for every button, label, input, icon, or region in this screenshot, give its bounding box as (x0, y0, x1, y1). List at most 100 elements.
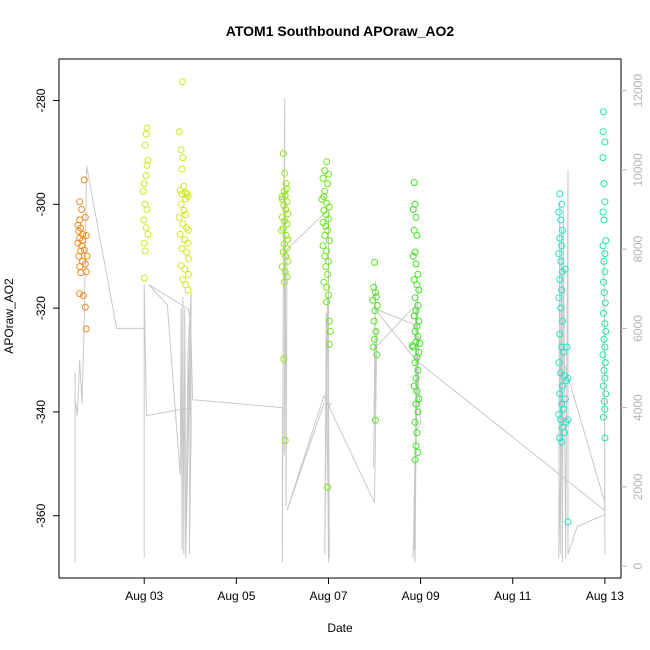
y2-tick-label: 6000 (631, 315, 645, 342)
x-axis-title: Date (327, 621, 353, 635)
data-point-series-1 (143, 124, 151, 132)
data-point-series-6 (561, 265, 569, 273)
data-point-series-7 (600, 309, 607, 317)
data-point-series-7 (600, 382, 607, 390)
data-point-series-1 (180, 182, 188, 190)
data-point-series-7 (601, 250, 609, 258)
data-point-series-3 (321, 252, 329, 260)
y2-tick-label: 12000 (631, 74, 645, 108)
data-point-series-3 (326, 328, 334, 335)
data-point-series-6 (563, 343, 571, 351)
data-point-series-4 (372, 328, 380, 335)
data-point-series-7 (601, 320, 609, 328)
x-tick-label: Aug 13 (586, 589, 624, 603)
data-point-series-6 (558, 438, 566, 446)
data-point-series-5 (411, 456, 419, 464)
data-point-series-5 (413, 429, 421, 437)
data-point-series-2 (280, 201, 288, 209)
data-point-series-3 (322, 222, 330, 230)
data-point-series-2 (281, 437, 289, 444)
data-point-series-7 (601, 268, 609, 276)
data-point-series-4 (372, 289, 379, 296)
data-point-series-7 (601, 434, 609, 442)
data-point-series-5 (408, 342, 416, 349)
data-point-series-5 (413, 387, 421, 395)
data-point-series-5 (411, 328, 419, 335)
data-point-series-1 (179, 154, 187, 162)
data-point-series-1 (179, 78, 186, 86)
data-point-series-0 (80, 176, 88, 184)
y-tick-label: -320 (34, 296, 48, 320)
data-point-series-2 (278, 193, 286, 200)
data-point-series-6 (557, 216, 565, 224)
data-point-series-0 (82, 268, 90, 276)
data-point-series-0 (77, 269, 85, 277)
data-point-series-7 (602, 328, 610, 335)
data-point-series-6 (564, 518, 572, 526)
data-point-series-3 (323, 298, 331, 306)
data-point-series-2 (279, 248, 287, 256)
data-point-series-7 (602, 237, 610, 245)
data-point-series-3 (325, 291, 332, 299)
data-point-series-3 (325, 340, 333, 348)
data-point-series-3 (324, 180, 332, 188)
data-point-series-1 (175, 213, 183, 221)
data-point-series-7 (599, 154, 607, 162)
x-tick-label: Aug 09 (402, 589, 440, 603)
y2-tick-label: 2000 (631, 473, 645, 500)
data-point-series-6 (560, 429, 568, 437)
data-point-series-5 (412, 260, 420, 268)
scatter-points-layer (74, 78, 610, 526)
data-point-series-2 (283, 185, 291, 193)
data-point-series-6 (564, 416, 572, 424)
data-point-series-0 (81, 260, 89, 268)
data-point-series-1 (181, 236, 189, 244)
data-point-series-4 (372, 416, 379, 424)
data-point-series-6 (556, 390, 564, 398)
data-point-series-6 (558, 242, 566, 250)
data-point-series-3 (325, 257, 332, 265)
data-point-series-6 (556, 190, 564, 198)
data-point-series-5 (413, 232, 421, 239)
data-point-series-0 (74, 221, 82, 229)
data-point-series-4 (371, 258, 378, 266)
axes-layer: Aug 03 Aug 05 Aug 07 Aug 09 Aug 11 Aug 13 -280… (34, 58, 645, 603)
data-point-series-0 (75, 252, 83, 260)
data-point-series-3 (325, 170, 332, 178)
data-point-series-1 (140, 216, 148, 224)
data-point-series-7 (601, 343, 609, 351)
data-point-series-1 (184, 255, 192, 263)
data-point-series-1 (177, 262, 185, 270)
data-point-series-5 (414, 408, 422, 416)
data-point-series-6 (557, 416, 565, 424)
data-point-series-7 (600, 180, 608, 188)
data-point-series-6 (558, 286, 566, 294)
y-tick-label: -360 (34, 503, 48, 527)
data-point-series-4 (372, 293, 380, 301)
data-point-series-1 (142, 130, 150, 138)
data-point-series-1 (144, 156, 152, 164)
data-point-series-1 (180, 207, 188, 214)
data-point-series-5 (412, 374, 420, 382)
data-point-series-7 (600, 398, 608, 405)
data-point-series-4 (371, 335, 378, 343)
data-point-series-2 (284, 257, 292, 265)
data-point-series-0 (76, 290, 84, 298)
data-point-series-1 (175, 128, 183, 136)
data-point-series-6 (564, 374, 572, 382)
data-point-series-1 (177, 200, 185, 208)
data-point-series-5 (409, 206, 417, 213)
data-point-series-1 (184, 226, 192, 234)
data-point-series-5 (415, 286, 423, 294)
data-point-series-6 (558, 200, 566, 208)
data-point-series-5 (412, 442, 420, 450)
data-point-series-3 (322, 263, 330, 271)
data-point-series-5 (411, 359, 419, 367)
data-point-series-3 (321, 187, 329, 195)
y-tick-label: -280 (34, 88, 48, 112)
data-point-series-2 (283, 220, 291, 228)
gray-trace-line (74, 98, 606, 563)
data-point-series-7 (600, 108, 607, 116)
data-point-series-3 (323, 158, 331, 166)
